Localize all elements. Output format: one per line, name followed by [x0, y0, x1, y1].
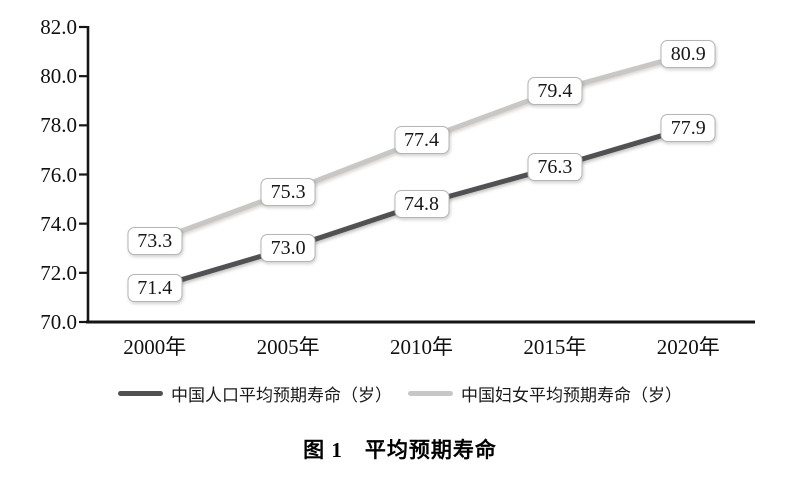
- y-tick-label: 70.0: [40, 310, 77, 334]
- y-tick-label: 76.0: [40, 162, 77, 187]
- x-tick-label: 2005年: [256, 335, 320, 359]
- data-label: 77.9: [660, 113, 716, 142]
- y-tick-label: 78.0: [40, 113, 77, 138]
- legend-item: 中国妇女平均预期寿命（岁）: [408, 381, 682, 406]
- data-label: 74.8: [394, 190, 449, 218]
- data-label: 80.9: [660, 40, 716, 69]
- data-label: 73.3: [127, 226, 183, 255]
- y-tick-label: 74.0: [40, 211, 77, 236]
- data-label: 77.4: [394, 126, 449, 155]
- x-tick-label: 2000年: [123, 335, 187, 359]
- data-label: 79.4: [527, 76, 583, 105]
- legend-item: 中国人口平均预期寿命（岁）: [118, 381, 392, 406]
- legend-label: 中国人口平均预期寿命（岁）: [171, 386, 392, 405]
- legend: 中国人口平均预期寿命（岁） 中国妇女平均预期寿命（岁）: [0, 381, 800, 406]
- data-label: 75.3: [260, 177, 316, 206]
- data-label: 71.4: [127, 273, 183, 302]
- y-tick-label: 82.0: [40, 15, 77, 39]
- x-tick-label: 2010年: [390, 335, 453, 359]
- figure-caption: 图 1 平均预期寿命: [303, 438, 497, 462]
- data-label: 73.0: [260, 234, 316, 263]
- y-tick-label: 72.0: [40, 260, 77, 285]
- x-tick-label: 2015年: [523, 335, 587, 359]
- legend-label: 中国妇女平均预期寿命（岁）: [461, 386, 682, 405]
- legend-swatch-light: [408, 391, 453, 396]
- data-label: 76.3: [527, 153, 583, 182]
- y-tick-label: 80.0: [40, 64, 77, 89]
- legend-swatch-dark: [118, 391, 163, 396]
- x-tick-label: 2020年: [656, 335, 720, 359]
